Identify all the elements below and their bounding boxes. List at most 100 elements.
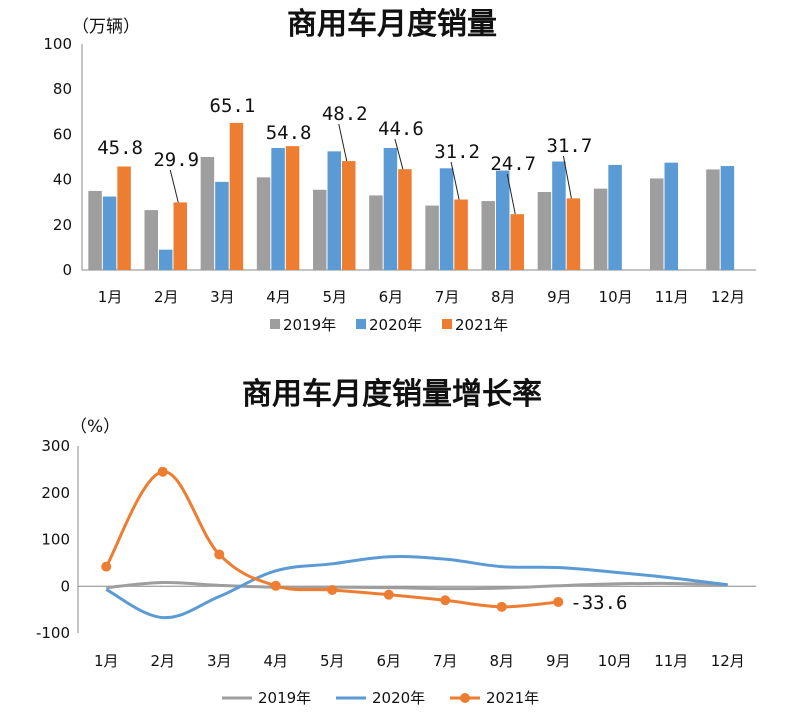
bar-y-tick-label: 100 [43,35,72,53]
bar-2019年-9月 [537,192,552,270]
bar-legend-label: 2020年 [369,316,422,334]
bar-2019年-2月 [144,210,158,270]
line-category-label: 2月 [150,652,175,670]
bar-2021年-3月 [229,122,244,271]
bar-category-label: 6月 [379,288,404,306]
bar-legend-swatch [270,319,280,329]
line-series-2019年 [106,580,728,591]
line-chart-y-ticks: -100 0 100 200 300 [36,437,756,642]
bar-y-tick-label: 80 [53,80,72,98]
bar-2020年-5月 [327,151,341,270]
bar-data-label-leader [450,161,460,200]
line-y-tick-label: 0 [60,577,70,595]
line-y-tick-label: 200 [41,484,70,502]
line-point-2021 [440,595,451,606]
line-category-label: 8月 [489,652,514,670]
bar-2020年-6月 [383,147,398,270]
bar-2019年-12月 [706,169,720,270]
line-category-label: 5月 [320,652,345,670]
bar-chart-unit: （万辆） [72,17,140,37]
bar-y-tick-label: 40 [53,171,72,189]
bar-2021年-5月 [342,161,356,270]
bar-data-label: 31.2 [434,141,480,163]
bar-2020年-4月 [271,147,285,270]
bar-category-label: 7月 [435,288,460,306]
bar-data-label: 65.1 [210,95,256,117]
bar-y-tick-label: 0 [62,261,72,279]
bar-2021年-1月 [117,166,131,270]
line-category-label: 3月 [207,652,232,670]
bar-data-label-leader [338,123,348,162]
bar-category-label: 3月 [210,288,235,306]
bar-category-label: 12月 [711,288,745,306]
line-chart-categories: 1月 2月 3月 4月 5月 6月 7月 8月 9月 10月 11月 12月 [94,652,745,670]
line-point-2021 [553,596,564,607]
bar-data-label-leader [506,173,516,215]
bar-category-label: 1月 [98,288,123,306]
line-y-tick-label: 300 [41,437,70,455]
line-category-label: 6月 [376,652,401,670]
bar-data-label-leader [562,155,572,199]
bar-category-label: 5月 [322,288,347,306]
bar-2019年-7月 [425,205,439,270]
bar-chart-data-labels: 45.8 29.9 65.1 54.8 48.2 44.6 31.2 24.7 31.7 [97,95,593,215]
bar-category-label: 4月 [266,288,291,306]
bar-2019年-10月 [593,188,608,270]
bar-2021年-2月 [173,202,187,270]
bar-y-tick-label: 20 [53,216,72,234]
bar-chart-bars [88,122,735,271]
bar-2020年-8月 [496,170,510,270]
bar-legend-label: 2021年 [455,316,508,334]
bar-2021年-9月 [566,198,581,270]
bar-category-label: 11月 [655,288,689,306]
bar-2020年-12月 [720,166,735,270]
line-y-tick-label: 100 [41,531,70,549]
line-category-label: 1月 [94,652,119,670]
line-category-label: 10月 [598,652,632,670]
line-point-2021 [270,580,281,591]
line-chart-legend: 2019年 2020年 2021年 [222,689,539,707]
bar-2019年-5月 [313,189,327,270]
line-point-2021 [101,561,112,572]
line-legend-label: 2019年 [258,689,311,707]
line-chart-unit: （%） [70,417,120,437]
line-category-label: 9月 [546,652,571,670]
bar-legend-swatch [442,319,452,329]
bar-2019年-1月 [88,190,102,270]
bar-data-label: 31.7 [547,135,593,157]
bar-2021年-7月 [454,199,468,270]
bar-data-label: 45.8 [97,137,143,159]
bar-2019年-6月 [369,195,383,270]
bar-2020年-3月 [215,181,229,270]
line-chart-title: 商用车月度销量增长率 [242,377,542,412]
line-category-label: 4月 [263,652,288,670]
bar-2020年-9月 [552,161,566,270]
bar-data-label: 29.9 [153,149,199,171]
bar-legend-swatch [356,319,366,329]
line-category-label: 7月 [433,652,458,670]
line-y-tick-label: -100 [36,624,70,642]
bar-data-label: 44.6 [378,118,424,140]
bar-chart-categories: 1月 2月 3月 4月 5月 6月 7月 8月 9月 10月 11月 12月 [98,288,745,306]
bar-data-label-leader [394,138,404,170]
bar-chart-y-ticks: 0 20 40 60 80 100 [43,35,756,279]
bar-2019年-11月 [650,178,664,270]
bar-data-label: 24.7 [490,153,536,175]
bar-category-label: 9月 [547,288,572,306]
bar-2020年-1月 [102,196,117,270]
bar-chart-title: 商用车月度销量 [287,7,497,42]
bar-data-label-leader [169,169,179,203]
line-legend-marker [460,693,470,703]
bar-data-label: 54.8 [266,122,312,144]
bar-2019年-3月 [200,157,215,270]
bar-2019年-8月 [481,201,495,270]
line-legend-label: 2020年 [372,689,425,707]
line-point-2021 [383,589,394,600]
line-legend-label: 2021年 [486,689,539,707]
bar-2021年-6月 [398,169,412,270]
line-point-2021 [327,584,338,595]
line-point-2021 [157,466,168,477]
line-point-2021 [496,601,507,612]
